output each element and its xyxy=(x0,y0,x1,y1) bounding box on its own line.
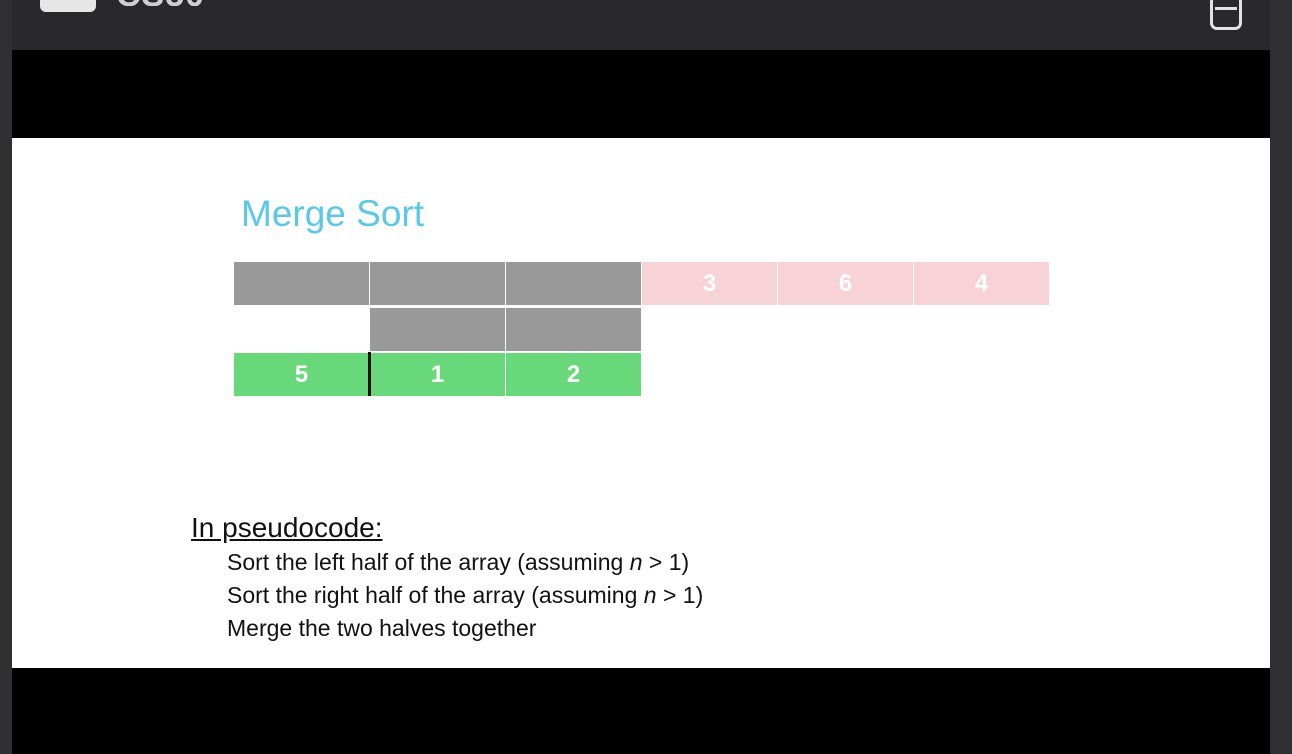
split-divider xyxy=(368,352,371,396)
window-title: CS50 xyxy=(116,0,205,6)
slide: Merge Sort 3 6 4 5 1 2 In pseudocode: So… xyxy=(12,138,1270,668)
slide-title: Merge Sort xyxy=(241,193,425,234)
pseudocode-line: Sort the right half of the array (assumi… xyxy=(227,582,704,608)
back-button[interactable] xyxy=(40,0,96,12)
pseudocode-line: Merge the two halves together xyxy=(227,615,537,641)
fullscreen-icon[interactable] xyxy=(1210,0,1242,30)
array-cell-sorted: 5 xyxy=(234,353,369,396)
right-edge xyxy=(1270,0,1292,754)
left-edge xyxy=(0,0,12,754)
array-cell-sorted: 2 xyxy=(506,353,641,396)
top-bar: CS50 xyxy=(0,0,1292,50)
array-cell-right-half: 3 xyxy=(642,262,777,305)
pseudocode-heading: In pseudocode: xyxy=(191,512,383,543)
array-cell-right-half: 4 xyxy=(914,262,1049,305)
array-cell-empty xyxy=(370,262,505,305)
pseudocode-line: Sort the left half of the array (assumin… xyxy=(227,549,690,575)
pseudocode-block: In pseudocode: Sort the left half of the… xyxy=(191,510,703,645)
array-cell-sorted: 1 xyxy=(370,353,505,396)
array-cell-empty xyxy=(370,308,505,351)
array-cell-empty xyxy=(506,308,641,351)
array-cell-right-half: 6 xyxy=(778,262,913,305)
array-cell-empty xyxy=(506,262,641,305)
array-cell-empty xyxy=(234,262,369,305)
